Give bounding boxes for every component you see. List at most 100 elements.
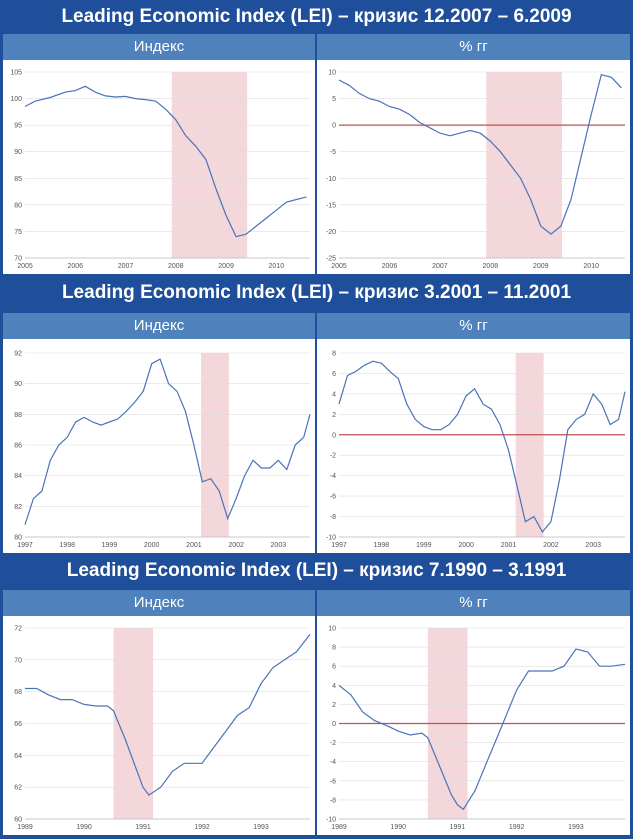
y-tick-label: 62: [14, 785, 22, 792]
x-tick-label: 2003: [585, 542, 601, 549]
series-line: [25, 634, 311, 796]
panel-header: Индекс: [3, 313, 315, 339]
series-line: [338, 360, 626, 533]
y-tick-label: 64: [14, 753, 22, 760]
y-tick-label: 72: [14, 626, 22, 633]
y-tick-label: 80: [14, 535, 22, 542]
series-line: [338, 73, 622, 235]
x-tick-label: 1989: [331, 824, 347, 831]
x-tick-label: 2010: [269, 263, 285, 270]
section-title: Leading Economic Index (LEI) – кризис 12…: [61, 6, 572, 27]
x-tick-label: 2000: [144, 542, 160, 549]
y-tick-label: 6: [332, 371, 336, 378]
y-tick-label: 60: [14, 817, 22, 824]
y-tick-label: 0: [332, 721, 336, 728]
chart-panel-index-1990: Индекс 60 62 64 66 68 70 72 1989 1990 1991 1992 199…: [3, 590, 315, 835]
y-tick-label: 70: [14, 657, 22, 664]
x-tick-label: 1993: [568, 824, 584, 831]
y-tick-label: 8: [332, 351, 336, 358]
panel-header: % гг: [317, 34, 630, 60]
panel-header: Индекс: [3, 34, 315, 60]
panel-header: % гг: [317, 590, 630, 616]
y-tick-label: 2: [332, 412, 336, 419]
x-tick-label: 1993: [253, 824, 269, 831]
y-tick-label: -10: [326, 817, 336, 824]
chart-yoy-2001: -10 -8 -6 -4 -2 0 2 4 6 8 1997 1998 1999 2000 2001 2002…: [326, 351, 626, 549]
y-tick-label: -4: [330, 473, 336, 480]
chart-index-2007: 70 75 80 85 90 95 100 105 2005 2006 2007 2008 2009 20…: [10, 70, 310, 270]
series-line: [24, 358, 311, 525]
chart-panel-index-2001: Индекс 80 82 84 86 88 90 92 1997 1998 1999 2000 200…: [3, 313, 315, 553]
y-tick-label: 5: [332, 96, 336, 103]
x-tick-label: 1997: [17, 542, 33, 549]
y-tick-label: 75: [14, 229, 22, 236]
y-tick-label: -25: [326, 256, 336, 263]
y-tick-label: 90: [14, 149, 22, 156]
y-tick-label: -5: [330, 149, 336, 156]
x-tick-label: 2007: [432, 263, 448, 270]
y-tick-label: 4: [332, 683, 336, 690]
chart-panel-yoy-2001: % гг -10 -8 -6 -4 -2 0 2 4 6 8 1997 1998 1999 2000 200…: [317, 313, 630, 553]
series-line: [24, 85, 307, 238]
y-tick-label: 95: [14, 123, 22, 130]
x-tick-label: 1991: [450, 824, 466, 831]
y-tick-label: 82: [14, 504, 22, 511]
y-tick-label: -6: [330, 494, 336, 501]
x-tick-label: 2000: [458, 542, 474, 549]
x-tick-label: 2008: [483, 263, 499, 270]
x-tick-label: 2001: [501, 542, 517, 549]
y-tick-label: 100: [10, 96, 22, 103]
chart-panel-index-2007: Индекс 70 75 80 85 90 95 100 105 2005 2006 2007 200…: [3, 34, 315, 274]
chart-yoy-1990: -10 -8 -6 -4 -2 0 2 4 6 8 10 1989 1990 1991 1992 1993: [326, 626, 626, 831]
x-tick-label: 1992: [194, 824, 210, 831]
y-tick-label: 88: [14, 412, 22, 419]
x-tick-label: 2006: [382, 263, 398, 270]
x-tick-label: 1999: [416, 542, 432, 549]
x-tick-label: 2005: [17, 263, 33, 270]
y-tick-label: 92: [14, 351, 22, 358]
x-tick-label: 1998: [59, 542, 75, 549]
x-tick-label: 1990: [390, 824, 406, 831]
y-tick-label: 6: [332, 664, 336, 671]
y-tick-label: 68: [14, 689, 22, 696]
y-tick-label: 10: [328, 626, 336, 633]
chart-index-1990: 60 62 64 66 68 70 72 1989 1990 1991 1992 1993: [14, 626, 311, 831]
chart-yoy-2007: -25 -20 -15 -10 -5 0 5 10 2005 2006 2007 2008 2009 20…: [326, 70, 625, 270]
y-tick-label: 0: [332, 432, 336, 439]
panel-header: % гг: [317, 313, 630, 339]
y-tick-label: 0: [332, 123, 336, 130]
y-tick-label: 66: [14, 721, 22, 728]
x-tick-label: 2002: [543, 542, 559, 549]
x-tick-label: 1999: [102, 542, 118, 549]
y-tick-label: 84: [14, 473, 22, 480]
x-tick-label: 2005: [331, 263, 347, 270]
recession-band: [171, 72, 248, 258]
y-tick-label: 10: [328, 70, 336, 77]
y-tick-label: 4: [332, 391, 336, 398]
x-tick-label: 1992: [509, 824, 525, 831]
x-tick-label: 2007: [118, 263, 134, 270]
section-title: Leading Economic Index (LEI) – кризис 7.…: [66, 560, 567, 581]
y-tick-label: -6: [330, 778, 336, 785]
y-tick-label: -10: [326, 176, 336, 183]
chart-panel-yoy-1990: % гг -10 -8 -6 -4 -2 0 2 4 6 8 10 1989 1990 1991 1992 1…: [317, 590, 630, 835]
x-tick-label: 2001: [186, 542, 202, 549]
recession-band: [486, 72, 562, 258]
y-tick-label: 90: [14, 381, 22, 388]
y-tick-label: -8: [330, 797, 336, 804]
x-tick-label: 1991: [135, 824, 151, 831]
y-tick-label: 70: [14, 256, 22, 263]
x-tick-label: 2008: [168, 263, 184, 270]
y-tick-label: -10: [326, 535, 336, 542]
panel-header: Индекс: [3, 590, 315, 616]
y-tick-label: -8: [330, 514, 336, 521]
y-tick-label: -15: [326, 202, 336, 209]
section-title: Leading Economic Index (LEI) – кризис 3.…: [61, 282, 572, 303]
y-tick-label: -20: [326, 229, 336, 236]
x-tick-label: 2009: [533, 263, 549, 270]
x-tick-label: 1989: [17, 824, 33, 831]
y-tick-label: 86: [14, 443, 22, 450]
y-tick-label: 2: [332, 702, 336, 709]
x-tick-label: 2003: [271, 542, 287, 549]
y-tick-label: 105: [10, 70, 22, 77]
